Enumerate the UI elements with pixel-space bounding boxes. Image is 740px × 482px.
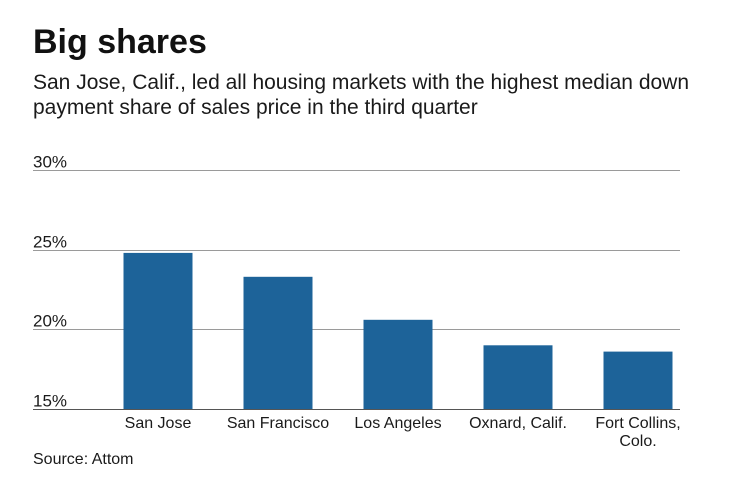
grid-lines [33,170,680,410]
x-tick-label: Fort Collins, Colo. [595,415,680,450]
bar-5 [603,351,673,409]
y-tick-label: 25% [33,233,67,252]
y-tick-labels: 15% 20% 25% 30% [33,153,67,411]
x-tick-label: Los Angeles [354,415,441,432]
bar-2 [243,276,313,409]
x-tick-labels: San Jose San Francisco Los Angeles Oxnard, … [125,415,681,450]
x-tick-label: Oxnard, Calif. [469,415,567,432]
y-tick-label: 20% [33,312,67,331]
y-tick-label: 15% [33,392,67,411]
x-tick-label: San Jose [125,415,192,432]
x-tick-label: San Francisco [227,415,329,432]
bar-4 [483,345,553,409]
chart-subtitle: San Jose, Calif., led all housing market… [33,71,690,119]
chart-title: Big shares [33,23,207,61]
source-note: Source: Attom [33,451,134,468]
bar-3 [363,319,433,409]
bars [123,252,673,409]
y-tick-label: 30% [33,153,67,172]
bar-1 [123,252,193,409]
